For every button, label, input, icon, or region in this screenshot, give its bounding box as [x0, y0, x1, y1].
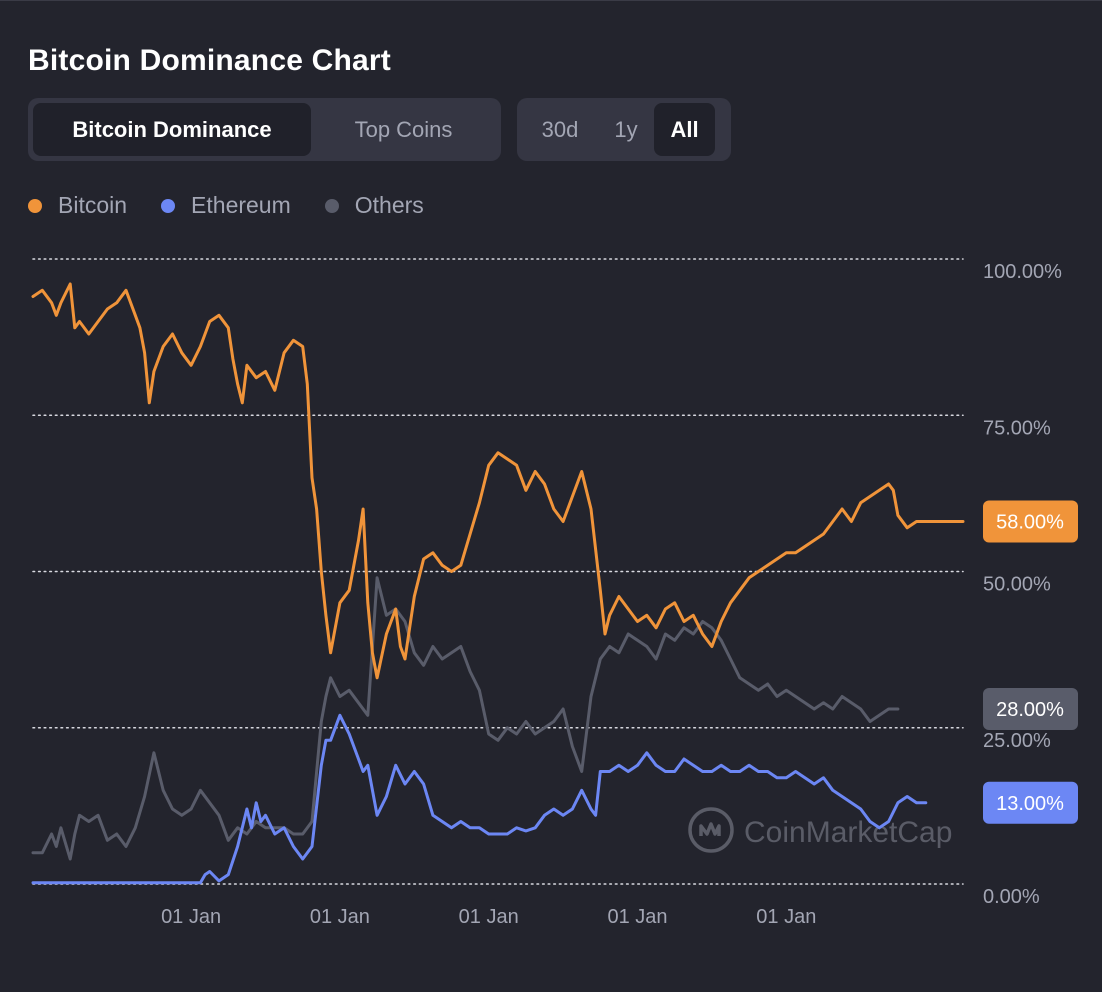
- x-tick-label: 01 Jan: [459, 906, 519, 928]
- legend-dot-bitcoin: [28, 198, 42, 213]
- range-30d-button[interactable]: 30d: [541, 116, 579, 142]
- tab-bitcoin-dominance[interactable]: Bitcoin Dominance: [33, 103, 311, 156]
- y-axis-labels: 100.00% 75.00% 50.00% 25.00% 0.00%: [983, 261, 1062, 908]
- y-tick-label: 0.00%: [983, 886, 1040, 908]
- series-line-others[interactable]: [31, 576, 900, 861]
- value-badge-bg: [983, 500, 1078, 543]
- x-tick-label: 01 Jan: [310, 906, 370, 928]
- chart-legend: Bitcoin Ethereum Others: [28, 192, 458, 219]
- last-value-badges: 58.00% 13.00% 28.00%: [983, 500, 1078, 824]
- value-badge-bg: [983, 688, 1078, 730]
- legend-item-others[interactable]: Others: [324, 192, 424, 219]
- legend-item-ethereum[interactable]: Ethereum: [161, 192, 291, 219]
- tab-top-coins[interactable]: Top Coins: [354, 116, 453, 142]
- legend-item-bitcoin[interactable]: Bitcoin: [28, 192, 127, 219]
- value-badge-text: 58.00%: [996, 512, 1064, 534]
- series-lines: [31, 282, 965, 885]
- series-line-ethereum[interactable]: [31, 713, 928, 885]
- watermark: CoinMarketCap: [688, 807, 952, 853]
- legend-label-others: Others: [354, 192, 424, 218]
- value-badge-bg: [983, 781, 1078, 824]
- x-axis-labels: 01 Jan 01 Jan 01 Jan 01 Jan 01 Jan: [161, 906, 816, 928]
- range-toggle: 30d 1y All: [517, 98, 731, 161]
- series-line-bitcoin[interactable]: [31, 282, 965, 680]
- y-tick-label: 75.00%: [983, 417, 1051, 439]
- y-tick-label: 50.00%: [983, 574, 1051, 596]
- legend-dot-others: [324, 198, 339, 213]
- watermark-text: CoinMarketCap: [744, 816, 952, 849]
- coinmarketcap-logo-icon: [688, 807, 734, 853]
- range-1y-button[interactable]: 1y: [614, 116, 638, 142]
- legend-label-bitcoin: Bitcoin: [58, 192, 128, 218]
- view-toggle: Bitcoin Dominance Top Coins: [28, 98, 501, 161]
- grid-lines: [32, 258, 964, 885]
- value-badge-ethereum: 13.00%: [983, 781, 1078, 824]
- x-tick-label: 01 Jan: [607, 906, 667, 928]
- coinmarketcap-logo-mark: [699, 822, 721, 836]
- legend-label-ethereum: Ethereum: [191, 192, 291, 218]
- value-badge-text: 13.00%: [996, 793, 1064, 815]
- range-all-button[interactable]: All: [654, 103, 715, 156]
- page-title: Bitcoin Dominance Chart: [28, 44, 391, 77]
- legend-dot-ethereum: [161, 198, 176, 213]
- value-badge-bitcoin: 58.00%: [983, 500, 1078, 543]
- x-tick-label: 01 Jan: [161, 906, 221, 928]
- x-tick-label: 01 Jan: [756, 906, 816, 928]
- top-border: [0, 0, 1102, 1]
- value-badge-text: 28.00%: [996, 699, 1064, 721]
- y-tick-label: 100.00%: [983, 261, 1062, 283]
- value-badge-others: 28.00%: [983, 688, 1078, 730]
- y-tick-label: 25.00%: [983, 730, 1051, 752]
